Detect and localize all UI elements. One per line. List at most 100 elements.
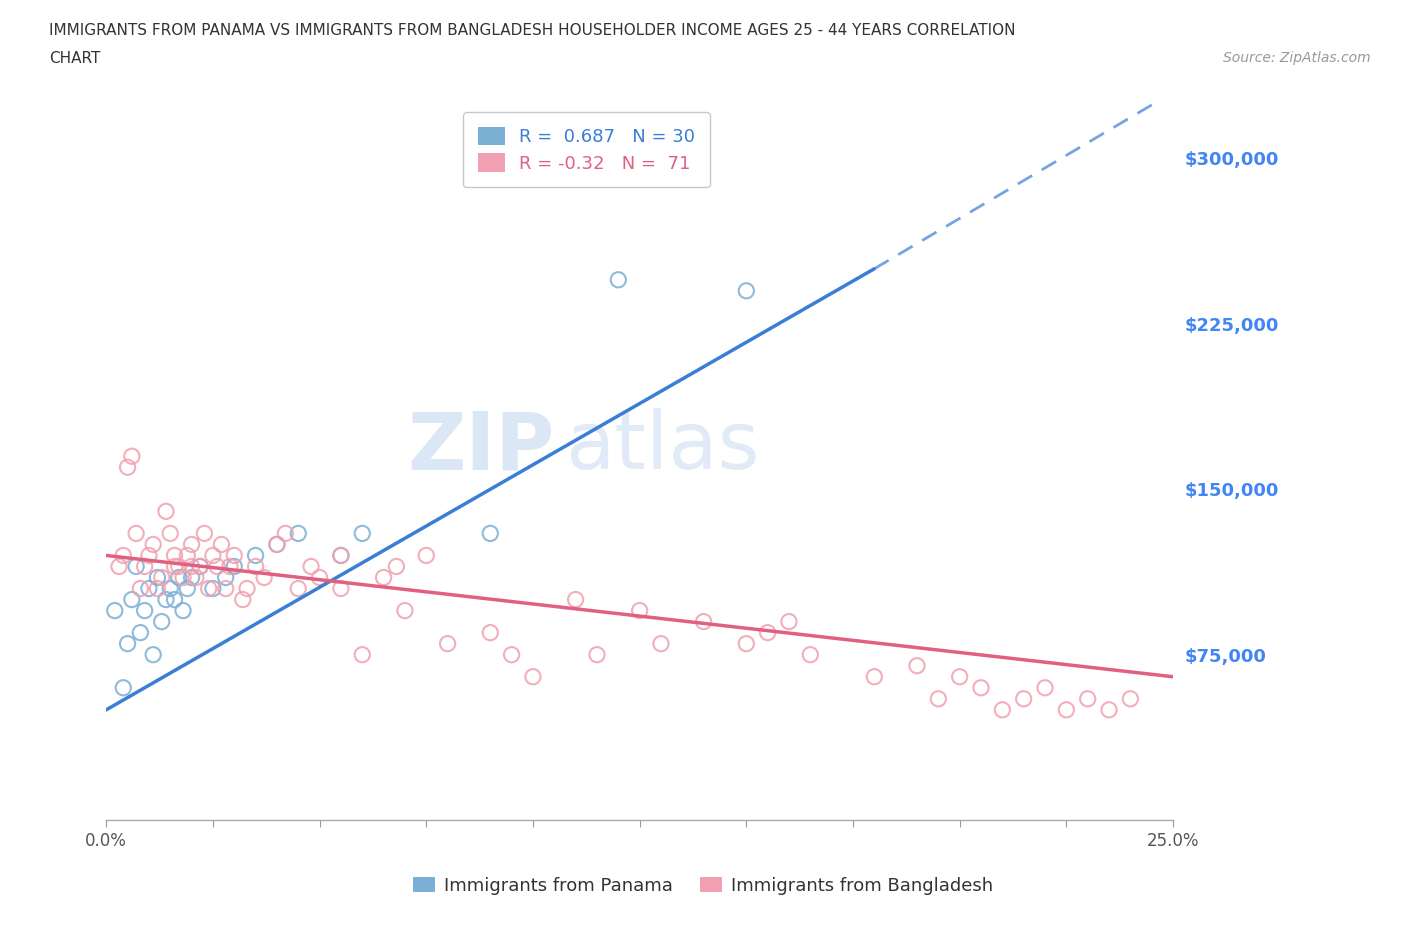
Point bbox=[650, 636, 672, 651]
Point bbox=[159, 526, 181, 541]
Point bbox=[193, 526, 215, 541]
Point bbox=[1077, 691, 1099, 706]
Text: CHART: CHART bbox=[49, 51, 101, 66]
Point bbox=[799, 647, 821, 662]
Point bbox=[163, 559, 186, 574]
Point bbox=[991, 702, 1014, 717]
Point bbox=[180, 537, 202, 551]
Point bbox=[373, 570, 395, 585]
Point bbox=[159, 581, 181, 596]
Point bbox=[108, 559, 131, 574]
Point bbox=[352, 526, 374, 541]
Point bbox=[385, 559, 408, 574]
Point bbox=[155, 504, 177, 519]
Point bbox=[607, 272, 630, 287]
Point bbox=[501, 647, 523, 662]
Point bbox=[308, 570, 330, 585]
Point bbox=[142, 647, 165, 662]
Point bbox=[778, 614, 800, 629]
Point bbox=[180, 570, 202, 585]
Point bbox=[245, 559, 267, 574]
Point bbox=[394, 604, 416, 618]
Point bbox=[1119, 691, 1142, 706]
Point bbox=[125, 526, 148, 541]
Point bbox=[146, 570, 169, 585]
Point bbox=[112, 681, 135, 696]
Point bbox=[205, 559, 228, 574]
Point bbox=[692, 614, 714, 629]
Point bbox=[224, 548, 246, 563]
Point bbox=[329, 548, 352, 563]
Point bbox=[180, 559, 202, 574]
Point bbox=[167, 559, 190, 574]
Point bbox=[949, 670, 972, 684]
Legend: R =  0.687   N = 30, R = -0.32   N =  71: R = 0.687 N = 30, R = -0.32 N = 71 bbox=[463, 113, 710, 187]
Point bbox=[201, 548, 224, 563]
Point bbox=[564, 592, 586, 607]
Point bbox=[150, 614, 173, 629]
Point bbox=[232, 592, 254, 607]
Point bbox=[112, 548, 135, 563]
Point bbox=[176, 548, 198, 563]
Point bbox=[150, 570, 173, 585]
Point bbox=[274, 526, 297, 541]
Point bbox=[172, 604, 194, 618]
Point bbox=[172, 570, 194, 585]
Text: atlas: atlas bbox=[565, 408, 759, 486]
Point bbox=[735, 636, 758, 651]
Point bbox=[138, 581, 160, 596]
Point bbox=[129, 581, 152, 596]
Point bbox=[1012, 691, 1035, 706]
Point bbox=[219, 559, 242, 574]
Point bbox=[236, 581, 259, 596]
Point bbox=[266, 537, 288, 551]
Point bbox=[479, 625, 502, 640]
Point bbox=[197, 581, 219, 596]
Point bbox=[176, 581, 198, 596]
Point bbox=[1033, 681, 1056, 696]
Point bbox=[756, 625, 779, 640]
Point bbox=[184, 570, 207, 585]
Point bbox=[211, 537, 233, 551]
Point bbox=[415, 548, 437, 563]
Point bbox=[245, 548, 267, 563]
Point bbox=[224, 559, 246, 574]
Point bbox=[436, 636, 458, 651]
Point bbox=[188, 559, 211, 574]
Text: IMMIGRANTS FROM PANAMA VS IMMIGRANTS FROM BANGLADESH HOUSEHOLDER INCOME AGES 25 : IMMIGRANTS FROM PANAMA VS IMMIGRANTS FRO… bbox=[49, 23, 1015, 38]
Point bbox=[117, 636, 139, 651]
Point bbox=[329, 548, 352, 563]
Point bbox=[970, 681, 993, 696]
Point bbox=[927, 691, 949, 706]
Point bbox=[121, 449, 143, 464]
Point bbox=[287, 526, 309, 541]
Point bbox=[142, 537, 165, 551]
Point bbox=[215, 581, 238, 596]
Point bbox=[299, 559, 322, 574]
Point bbox=[155, 592, 177, 607]
Point bbox=[905, 658, 928, 673]
Point bbox=[253, 570, 276, 585]
Point bbox=[266, 537, 288, 551]
Point bbox=[628, 604, 651, 618]
Point bbox=[479, 526, 502, 541]
Legend: Immigrants from Panama, Immigrants from Bangladesh: Immigrants from Panama, Immigrants from … bbox=[406, 870, 1000, 902]
Point bbox=[201, 581, 224, 596]
Point bbox=[167, 570, 190, 585]
Point bbox=[329, 581, 352, 596]
Point bbox=[352, 647, 374, 662]
Text: ZIP: ZIP bbox=[408, 408, 554, 486]
Point bbox=[215, 570, 238, 585]
Point bbox=[735, 284, 758, 299]
Point bbox=[138, 548, 160, 563]
Point bbox=[125, 559, 148, 574]
Point bbox=[287, 581, 309, 596]
Point bbox=[586, 647, 609, 662]
Point bbox=[104, 604, 127, 618]
Point bbox=[129, 625, 152, 640]
Point bbox=[163, 592, 186, 607]
Point bbox=[134, 559, 156, 574]
Point bbox=[188, 559, 211, 574]
Point bbox=[146, 581, 169, 596]
Point bbox=[121, 592, 143, 607]
